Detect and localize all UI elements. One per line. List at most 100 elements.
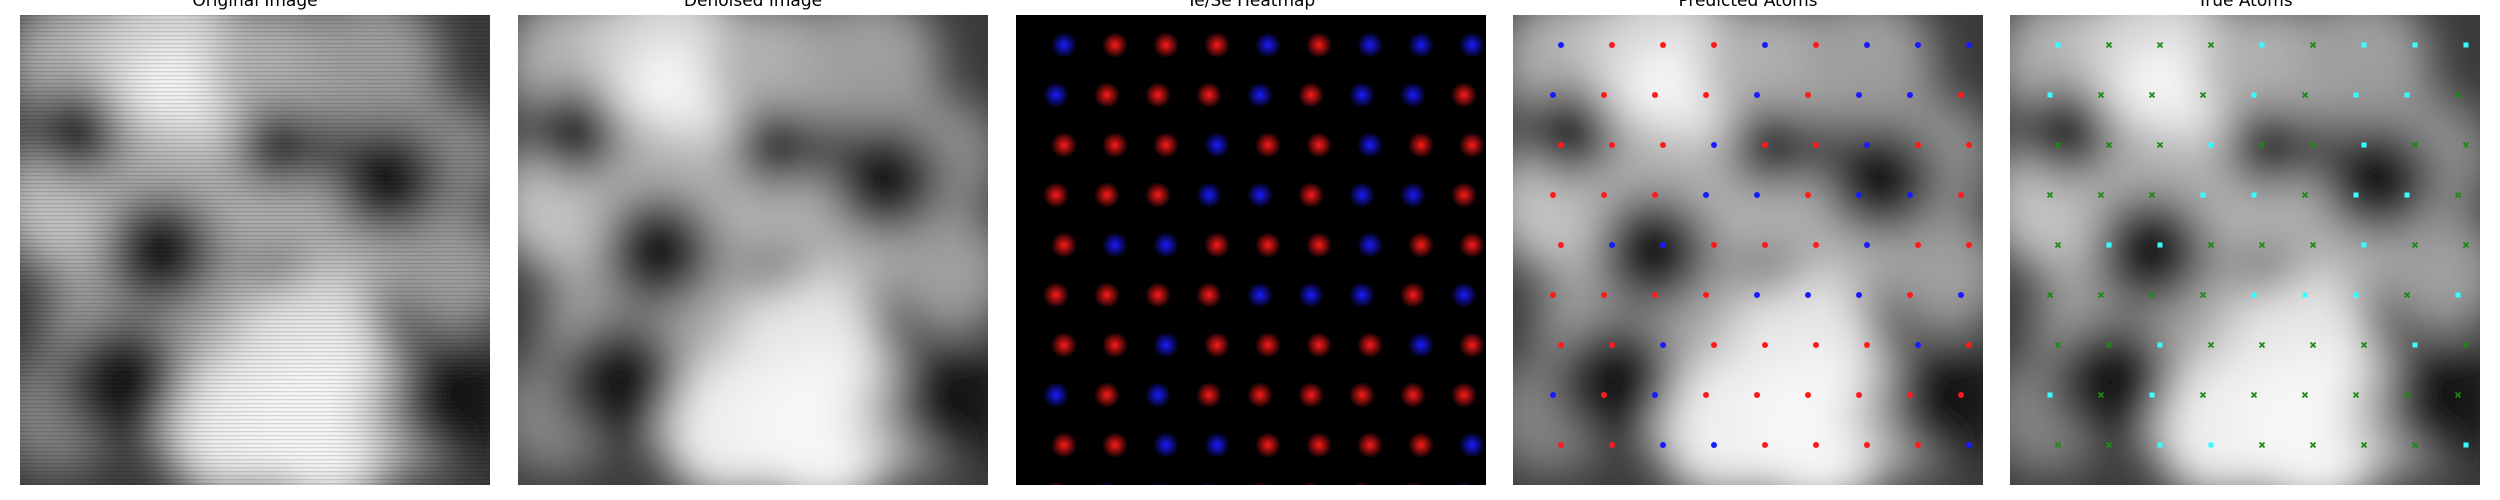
te-heat-spot [1306, 132, 1332, 158]
predicted-te-atom [1864, 342, 1870, 348]
true-te-atom [2054, 441, 2062, 449]
te-heat-spot [1043, 282, 1069, 308]
true-te-atom [2454, 191, 2462, 199]
true-se-atom [2412, 42, 2418, 48]
true-se-atom [2157, 342, 2163, 348]
true-te-atom [2309, 141, 2317, 149]
panel-predicted-atoms: Predicted Atoms [1513, 0, 1983, 500]
predicted-te-atom [1813, 442, 1819, 448]
true-te-atom [2301, 91, 2309, 99]
te-heat-spot [1196, 82, 1222, 108]
predicted-se-atom [1558, 42, 1564, 48]
true-te-atom [2360, 341, 2368, 349]
true-se-atom [2404, 92, 2410, 98]
predicted-te-atom [1609, 42, 1615, 48]
true-se-atom [2055, 42, 2061, 48]
predicted-se-atom [1864, 242, 1870, 248]
true-te-atom [2258, 241, 2266, 249]
predicted-te-atom [1864, 442, 1870, 448]
predicted-te-atom [1558, 242, 1564, 248]
true-se-atom [2251, 92, 2257, 98]
se-heat-spot [1255, 32, 1281, 58]
predicted-te-atom [1660, 42, 1666, 48]
se-heat-spot [1196, 182, 1222, 208]
te-heat-spot [1298, 82, 1324, 108]
true-te-atom [2411, 441, 2419, 449]
te-heat-spot [1400, 382, 1426, 408]
te-heat-spot [1404, 482, 1422, 485]
true-se-atom [2208, 442, 2214, 448]
true-te-atom [2309, 241, 2317, 249]
te-heat-spot [1204, 232, 1230, 258]
se-heat-spot [1357, 232, 1383, 258]
predicted-se-atom [1762, 42, 1768, 48]
image-texture [20, 15, 490, 485]
denoised-image [518, 15, 988, 485]
true-te-atom [2411, 241, 2419, 249]
te-heat-spot [1459, 332, 1485, 358]
te-heat-spot [1047, 482, 1065, 485]
true-te-atom [2301, 391, 2309, 399]
predicted-te-atom [1754, 392, 1760, 398]
panel-denoised-image: Denoised Image [518, 0, 988, 500]
true-se-atom [2361, 142, 2367, 148]
te-heat-spot [1043, 182, 1069, 208]
true-se-atom [2259, 42, 2265, 48]
true-te-atom [2054, 141, 2062, 149]
true-se-atom [2157, 242, 2163, 248]
predicted-te-atom [1550, 292, 1556, 298]
te-heat-spot [1255, 432, 1281, 458]
true-se-atom [2353, 292, 2359, 298]
te-heat-spot [1102, 332, 1128, 358]
true-se-atom [2208, 142, 2214, 148]
true-te-atom [2105, 441, 2113, 449]
se-heat-spot [1349, 82, 1375, 108]
true-se-atom [2149, 392, 2155, 398]
predicted-se-atom [1966, 442, 1972, 448]
se-heat-spot [1298, 282, 1324, 308]
predicted-te-atom [1907, 392, 1913, 398]
true-te-atom [2097, 291, 2105, 299]
te-heat-spot [1349, 382, 1375, 408]
te-heat-spot [1051, 332, 1077, 358]
predicted-te-atom [1762, 342, 1768, 348]
te-heat-spot [1298, 382, 1324, 408]
predicted-se-atom [1915, 342, 1921, 348]
se-heat-spot [1455, 482, 1473, 485]
te-heat-spot [1051, 232, 1077, 258]
true-te-atom [2156, 141, 2164, 149]
te-heat-spot [1255, 232, 1281, 258]
predicted-se-atom [1754, 292, 1760, 298]
true-te-atom [2403, 391, 2411, 399]
te-heat-spot [1298, 182, 1324, 208]
predicted-se-atom [1711, 142, 1717, 148]
te-heat-spot [1255, 132, 1281, 158]
predicted-te-atom [1652, 92, 1658, 98]
predicted-te-atom [1805, 192, 1811, 198]
te-heat-spot [1408, 432, 1434, 458]
true-te-atom [2258, 341, 2266, 349]
predicted-se-atom [1864, 142, 1870, 148]
predicted-te-atom [1609, 342, 1615, 348]
true-te-atom [2207, 341, 2215, 349]
predicted-te-atom [1703, 92, 1709, 98]
true-te-atom [2403, 291, 2411, 299]
se-heat-spot [1043, 382, 1069, 408]
predicted-se-atom [1856, 292, 1862, 298]
predicted-te-atom [1966, 142, 1972, 148]
predicted-te-atom [1558, 442, 1564, 448]
true-te-atom [2199, 291, 2207, 299]
predicted-te-atom [1711, 42, 1717, 48]
predicted-te-atom [1856, 392, 1862, 398]
te-se-heatmap [1016, 15, 1486, 485]
predicted-se-atom [1966, 42, 1972, 48]
te-heat-spot [1451, 82, 1477, 108]
se-heat-spot [1153, 432, 1179, 458]
predicted-te-atom [1813, 142, 1819, 148]
te-heat-spot [1102, 432, 1128, 458]
te-heat-spot [1251, 482, 1269, 485]
te-heat-spot [1306, 32, 1332, 58]
true-te-atom [2411, 141, 2419, 149]
te-heat-spot [1306, 332, 1332, 358]
predicted-se-atom [1856, 92, 1862, 98]
